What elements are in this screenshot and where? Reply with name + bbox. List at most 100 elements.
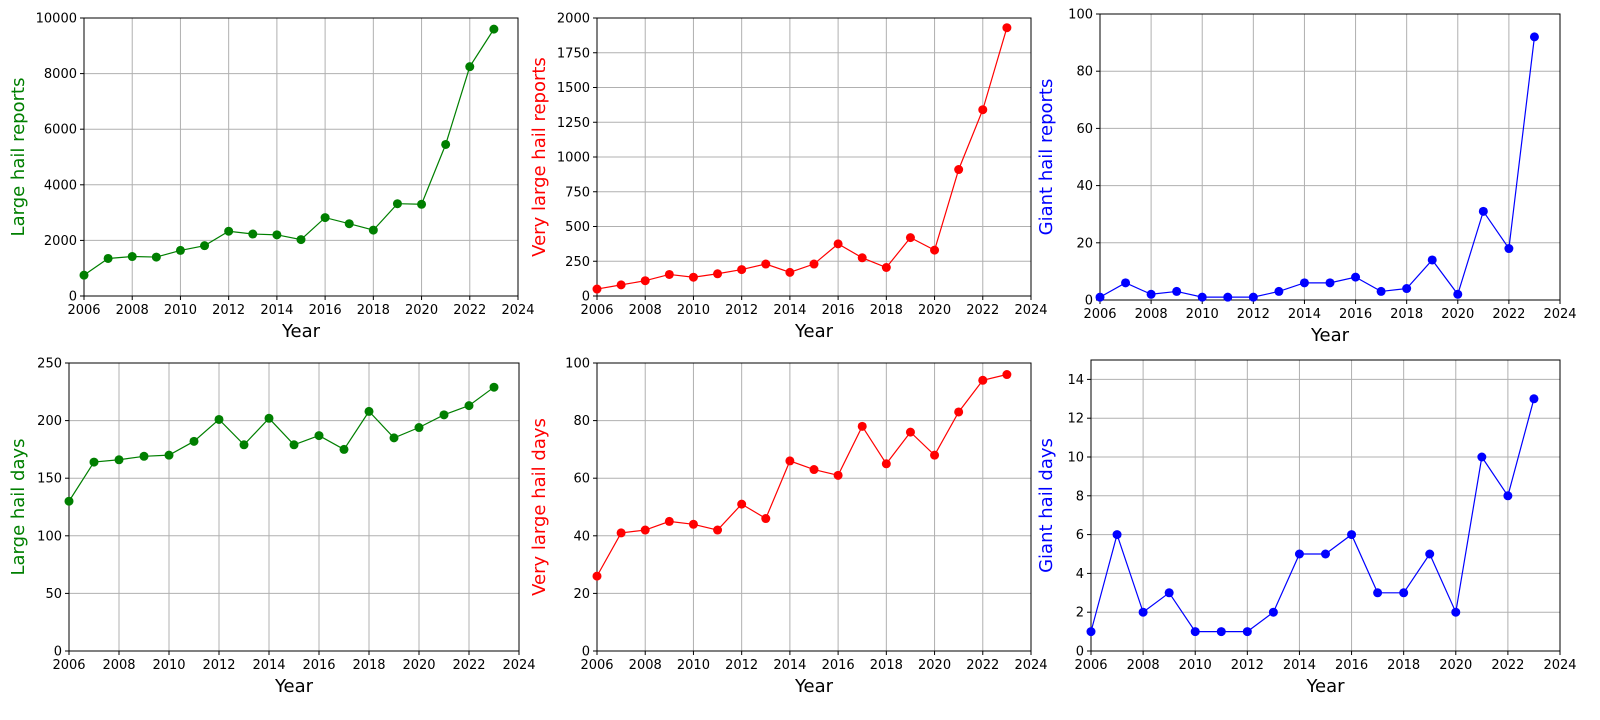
data-point <box>1223 292 1233 302</box>
data-point <box>664 516 674 526</box>
y-tick-label: 50 <box>45 587 62 602</box>
y-axis-label: Giant hail days <box>1036 438 1057 573</box>
data-point <box>785 456 795 466</box>
y-tick-label: 2000 <box>557 12 590 27</box>
y-tick-label: 10000 <box>36 12 77 27</box>
data-point <box>1351 272 1361 282</box>
data-point <box>417 199 427 209</box>
data-point <box>1529 394 1539 404</box>
y-tick-label: 1000 <box>557 151 590 166</box>
x-tick-label: 2006 <box>52 658 85 673</box>
data-point <box>1451 607 1461 617</box>
x-tick-label: 2020 <box>402 658 435 673</box>
y-tick-label: 250 <box>37 357 62 372</box>
data-point <box>1376 286 1386 296</box>
data-point <box>364 406 374 416</box>
data-point <box>857 253 867 263</box>
x-tick-label: 2012 <box>212 303 245 318</box>
x-tick-label: 2014 <box>252 658 285 673</box>
y-tick-label: 500 <box>565 220 590 235</box>
chart-panel-2: 2006 2008 2010 2012 2014 2016 2018 2020 2022 2024… <box>529 12 1048 343</box>
y-tick-label: 80 <box>1076 65 1093 80</box>
y-tick-label: 150 <box>37 472 62 487</box>
chart-panel-1: 2006 2008 2010 2012 2014 2016 2018 2020 2022 2024… <box>8 12 535 343</box>
x-tick-label: 2024 <box>502 658 535 673</box>
data-point <box>857 421 867 431</box>
y-axis-label: Very large hail reports <box>529 57 550 257</box>
y-tick-label: 60 <box>1076 122 1093 137</box>
data-point <box>905 233 915 243</box>
x-tick-label: 2008 <box>102 658 135 673</box>
y-tick-label: 0 <box>1085 294 1093 309</box>
x-axis-label: Year <box>794 676 834 697</box>
x-tick-label: 2016 <box>302 658 335 673</box>
y-tick-label: 100 <box>37 529 62 544</box>
y-tick-label: 1250 <box>557 116 590 131</box>
data-point <box>713 525 723 535</box>
data-point <box>737 499 747 509</box>
x-tick-label: 2018 <box>1390 307 1423 322</box>
y-tick-label: 0 <box>1076 645 1084 660</box>
x-axis-label: Year <box>794 321 834 342</box>
data-point <box>1164 588 1174 598</box>
x-axis-label: Year <box>1310 325 1350 346</box>
x-tick-label: 2014 <box>1283 658 1316 673</box>
y-tick-label: 6000 <box>44 123 77 138</box>
y-tick-label: 60 <box>573 472 590 487</box>
data-point <box>737 265 747 275</box>
axes-frame <box>68 362 520 652</box>
data-point <box>954 407 964 417</box>
y-tick-label: 20 <box>1076 236 1093 251</box>
y-tick-label: 8 <box>1076 489 1084 504</box>
data-point <box>785 267 795 277</box>
data-point <box>1138 607 1148 617</box>
x-tick-label: 2024 <box>1543 658 1576 673</box>
y-tick-label: 250 <box>565 255 590 270</box>
x-tick-label: 2020 <box>918 658 951 673</box>
y-tick-label: 100 <box>1068 8 1093 23</box>
series-line <box>1099 36 1536 298</box>
data-point <box>1146 289 1156 299</box>
x-tick-label: 2022 <box>966 658 999 673</box>
x-tick-label: 2018 <box>1387 658 1420 673</box>
data-point <box>1294 549 1304 559</box>
data-point <box>592 284 602 294</box>
x-tick-label: 2014 <box>260 303 293 318</box>
x-tick-label: 2022 <box>966 303 999 318</box>
x-tick-label: 2018 <box>357 303 390 318</box>
y-tick-label: 10 <box>1067 451 1084 466</box>
data-point <box>616 280 626 290</box>
x-tick-label: 2016 <box>822 658 855 673</box>
y-axis-label: Very large hail days <box>529 418 550 596</box>
data-point <box>978 375 988 385</box>
data-point <box>139 451 149 461</box>
data-point <box>64 496 74 506</box>
data-point <box>339 444 349 454</box>
y-tick-label: 8000 <box>44 67 77 82</box>
data-point <box>1373 588 1383 598</box>
chart-panel-6: 2006 2008 2010 2012 2014 2016 2018 2020 2022 2024… <box>1036 359 1577 697</box>
data-point <box>272 230 282 240</box>
data-point <box>1399 588 1409 598</box>
x-tick-label: 2012 <box>1231 658 1264 673</box>
data-point <box>320 213 330 223</box>
data-point <box>103 253 113 263</box>
series-line <box>1090 398 1535 633</box>
data-point <box>809 259 819 269</box>
x-tick-label: 2020 <box>1441 307 1474 322</box>
x-tick-label: 2022 <box>1492 307 1525 322</box>
y-tick-label: 750 <box>565 185 590 200</box>
x-tick-label: 2016 <box>1335 658 1368 673</box>
data-point <box>954 165 964 175</box>
data-point <box>1427 255 1437 265</box>
data-point <box>809 465 819 475</box>
data-point <box>1216 627 1226 637</box>
axes-frame <box>83 17 519 297</box>
data-point <box>833 239 843 249</box>
data-point <box>414 423 424 433</box>
data-point <box>1274 286 1284 296</box>
data-point <box>1529 32 1539 42</box>
x-tick-label: 2018 <box>870 658 903 673</box>
data-point <box>1402 284 1412 294</box>
